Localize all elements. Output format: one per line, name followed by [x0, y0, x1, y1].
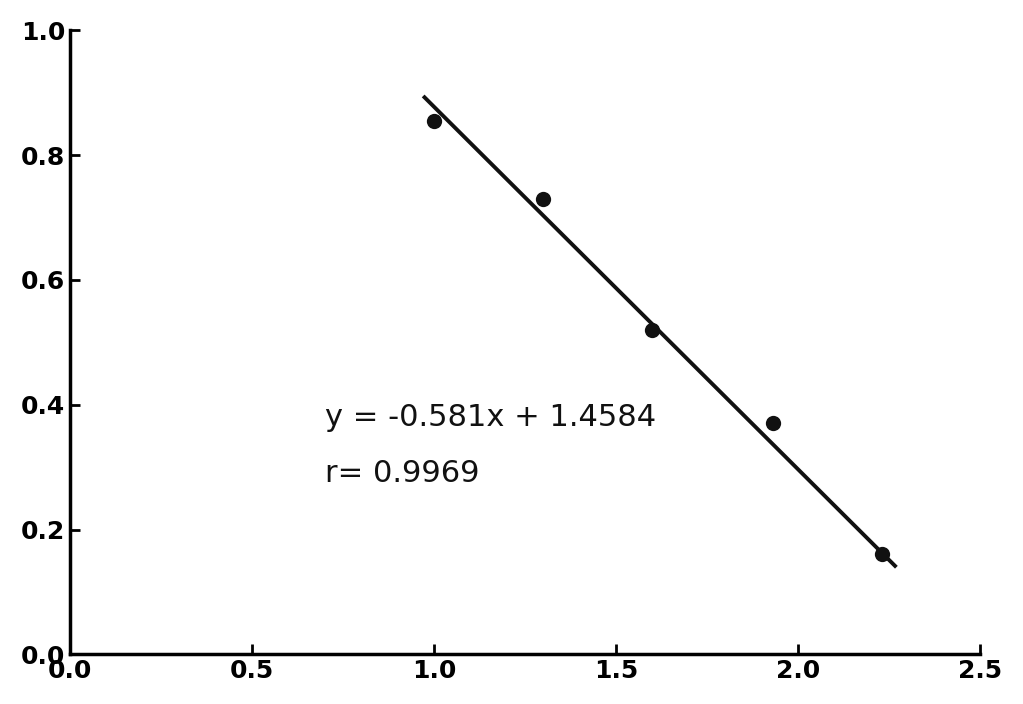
Point — [874, 549, 890, 560]
Text: y = -0.581x + 1.4584: y = -0.581x + 1.4584 — [325, 403, 656, 432]
Point — [644, 325, 661, 336]
Text: r= 0.9969: r= 0.9969 — [325, 459, 480, 488]
Point — [535, 193, 551, 204]
Point — [764, 417, 781, 429]
Point — [426, 115, 442, 127]
